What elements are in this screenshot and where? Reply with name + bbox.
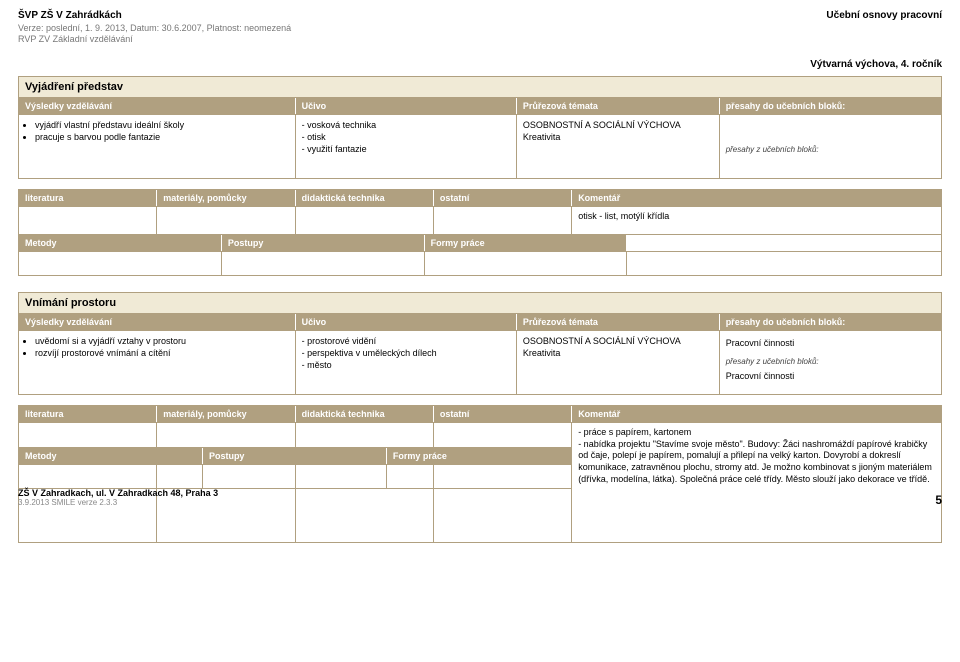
col-komentar: Komentář	[572, 190, 941, 206]
col-postupy: Postupy	[222, 235, 425, 251]
col-vysledky: Výsledky vzdělávání	[19, 98, 296, 114]
subject-line: Výtvarná výchova, 4. ročník	[18, 59, 942, 70]
col-postupy: Postupy	[203, 448, 387, 464]
list-item: pracuje s barvou podle fantazie	[35, 131, 289, 143]
col-ostatni: ostatní	[434, 190, 572, 206]
block2-title: Vnímání prostoru	[19, 293, 941, 313]
block2-prurezova: OSOBNOSTNÍ A SOCIÁLNÍ VÝCHOVA Kreativita	[517, 331, 720, 394]
doc-title: ŠVP ZŠ V Zahrádkách	[18, 10, 291, 23]
block1-outcomes: vyjádří vlastní představu ideální školy …	[19, 115, 296, 178]
block2-postupy	[203, 465, 387, 488]
col-materialy: materiály, pomůcky	[157, 190, 295, 206]
col-didakticka: didaktická technika	[296, 406, 434, 422]
col-formy: Formy práce	[425, 235, 628, 251]
col-ucivo: Učivo	[296, 98, 517, 114]
block1-didakticka	[296, 207, 434, 234]
block2-komentar: - práce s papírem, kartonem - nabídka pr…	[572, 423, 941, 542]
block2-formy	[387, 465, 571, 488]
presahy-z-body: Pracovní činnosti	[726, 370, 935, 382]
block2-outcomes: uvědomí si a vyjádří vztahy v prostoru r…	[19, 331, 296, 394]
col-prurezova: Průřezová témata	[517, 98, 720, 114]
col-metody: Metody	[19, 235, 222, 251]
footer-address: ZŠ V Zahradkach, ul. V Zahradkach 48, Pr…	[18, 488, 218, 498]
col-didakticka: didaktická technika	[296, 190, 434, 206]
list-item: uvědomí si a vyjádří vztahy v prostoru	[35, 335, 289, 347]
block1-komentar: otisk - list, motýlí křídla	[572, 207, 941, 234]
block1-ucivo: - vosková technika - otisk - využití fan…	[296, 115, 517, 178]
page-number: 5	[935, 493, 942, 507]
block1-formy	[425, 252, 628, 275]
col-presahy: přesahy do učebních bloků:	[720, 314, 941, 330]
col-ostatni: ostatní	[434, 406, 572, 422]
block2-metody	[19, 465, 203, 488]
header-left: ŠVP ZŠ V Zahrádkách Verze: poslední, 1. …	[18, 10, 291, 45]
filler	[627, 235, 940, 251]
block1-postupy	[222, 252, 425, 275]
block1-prurezova: OSOBNOSTNÍ A SOCIÁLNÍ VÝCHOVA Kreativita	[517, 115, 720, 178]
filler-cell	[627, 252, 940, 275]
block1-metody	[19, 252, 222, 275]
block1-materialy	[157, 207, 295, 234]
presahy-z-label: přesahy z učebních bloků:	[726, 145, 935, 156]
col-metody: Metody	[19, 448, 203, 464]
col-vysledky: Výsledky vzdělávání	[19, 314, 296, 330]
footer-smile: 3.9.2013 SMILE verze 2.3.3	[18, 498, 218, 507]
col-komentar: Komentář	[572, 406, 941, 422]
col-literatura: literatura	[19, 190, 157, 206]
block1-literatura	[19, 207, 157, 234]
header-right: Učební osnovy pracovní	[826, 10, 942, 45]
page-footer: ZŠ V Zahradkach, ul. V Zahradkach 48, Pr…	[18, 488, 942, 507]
block-vyjadreni: Vyjádření představ Výsledky vzdělávání U…	[18, 76, 942, 276]
block1-presahy: přesahy z učebních bloků:	[720, 115, 941, 178]
doc-meta-2: RVP ZV Základní vzdělávání	[18, 34, 291, 45]
col-presahy: přesahy do učebních bloků:	[720, 98, 941, 114]
col-literatura: literatura	[19, 406, 157, 422]
list-item: vyjádří vlastní představu ideální školy	[35, 119, 289, 131]
col-formy: Formy práce	[387, 448, 571, 464]
col-prurezova: Průřezová témata	[517, 314, 720, 330]
block1-ostatni	[434, 207, 572, 234]
presahy-do-body: Pracovní činnosti	[726, 337, 935, 349]
block2-presahy: Pracovní činnosti přesahy z učebních blo…	[720, 331, 941, 394]
block-vnimani: Vnímání prostoru Výsledky vzdělávání Uči…	[18, 292, 942, 489]
doc-meta-1: Verze: poslední, 1. 9. 2013, Datum: 30.6…	[18, 23, 291, 34]
col-materialy: materiály, pomůcky	[157, 406, 295, 422]
presahy-z-label: přesahy z učebních bloků:	[726, 357, 935, 368]
block2-ucivo: - prostorové vidění - perspektiva v uměl…	[296, 331, 517, 394]
col-ucivo: Učivo	[296, 314, 517, 330]
block1-title: Vyjádření představ	[19, 77, 941, 97]
list-item: rozvíjí prostorové vnímání a cítění	[35, 347, 289, 359]
